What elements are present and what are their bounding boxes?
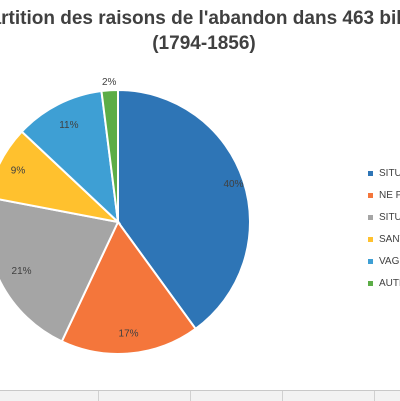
chart-area: artition des raisons de l'abandon dans 4… [0,6,400,355]
pie-slice [100,88,119,223]
legend-swatch [368,280,373,286]
legend-label: VAGU [379,255,400,267]
legend-label: SITUA [379,167,400,179]
pie-slice [0,198,120,343]
legend-swatch [368,214,373,220]
pie-data-label: 17% [119,328,139,339]
legend-swatch [368,258,373,264]
legend-label: AUTR [379,277,400,289]
legend-label: SANT [379,233,400,245]
grid-line [374,391,375,401]
pie-data-label: 2% [102,77,117,88]
legend-swatch [368,236,373,242]
chart-title: artition des raisons de l'abandon dans 4… [0,6,400,56]
pie-chart: 40% 17% 21% 9% 11% 2% [0,77,251,355]
spreadsheet-grid-strip [0,390,400,401]
legend-item: SANT [368,228,400,250]
grid-line [282,391,283,401]
grid-line [190,391,191,401]
legend-swatch [368,192,373,198]
legend-item: SITUA [368,162,400,184]
chart-title-line-2: (1794-1856) [152,33,256,54]
pie-slice [60,220,197,355]
legend-item: NE P [368,184,400,206]
pie-data-label: 11% [59,120,78,131]
chart-title-line-1: artition des raisons de l'abandon dans 4… [0,8,400,29]
pie-slice [20,89,120,225]
legend: SITUA NE P SITUA SANT VAGU AUTR [368,162,400,294]
legend-swatch [368,170,373,176]
pie-data-label: 9% [11,166,26,177]
legend-item: VAGU [368,250,400,272]
legend-item: SITUA [368,206,400,228]
pie-data-label: 21% [12,266,32,277]
legend-label: SITUA [379,211,400,223]
legend-label: NE P [379,189,400,201]
pie-slice [117,88,251,331]
legend-item: AUTR [368,272,400,294]
pie-data-label: 40% [223,179,243,190]
grid-line [98,391,99,401]
